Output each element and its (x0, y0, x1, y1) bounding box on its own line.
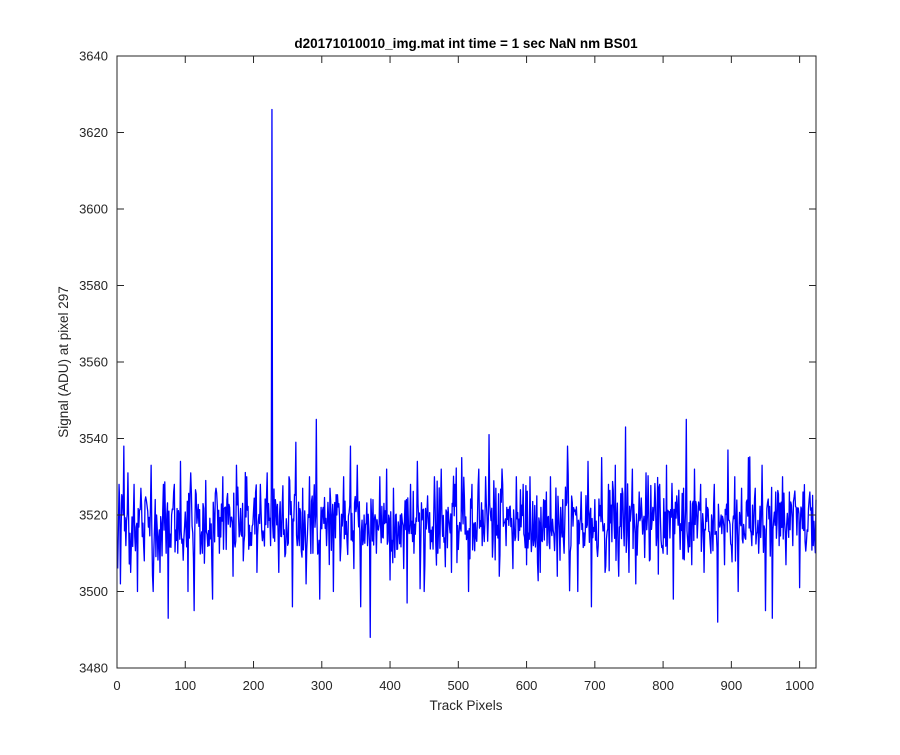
axes-layer: 0 100 200 300 400 500 600 700 800 900 1000 3480 3500… (79, 49, 817, 693)
y-tick-label: 3620 (79, 125, 108, 140)
x-tick-label: 400 (379, 678, 401, 693)
x-axis-label: Track Pixels (429, 698, 502, 713)
series-layer (117, 108, 817, 639)
x-tick-label: 1000 (785, 678, 814, 693)
chart-title: d20171010010_img.mat int time = 1 sec Na… (294, 36, 638, 51)
x-tick-label: 200 (243, 678, 265, 693)
x-tick-label: 700 (584, 678, 606, 693)
series-line-0 (117, 108, 817, 639)
y-tick-label: 3640 (79, 49, 108, 64)
x-tick-label: 0 (113, 678, 120, 693)
y-tick-label: 3560 (79, 355, 108, 370)
y-axis-label: Signal (ADU) at pixel 297 (56, 286, 71, 438)
plot-background (117, 56, 816, 668)
y-tick-label: 3480 (79, 661, 108, 676)
y-tick-label: 3500 (79, 584, 108, 599)
y-tick-label: 3580 (79, 278, 108, 293)
x-tick-label: 900 (721, 678, 743, 693)
y-tick-label: 3520 (79, 508, 108, 523)
y-tick-label: 3600 (79, 202, 108, 217)
x-tick-label: 100 (174, 678, 196, 693)
x-tick-label: 800 (652, 678, 674, 693)
y-tick-label: 3540 (79, 431, 108, 446)
x-tick-label: 500 (447, 678, 469, 693)
x-tick-label: 600 (516, 678, 538, 693)
x-tick-label: 300 (311, 678, 333, 693)
